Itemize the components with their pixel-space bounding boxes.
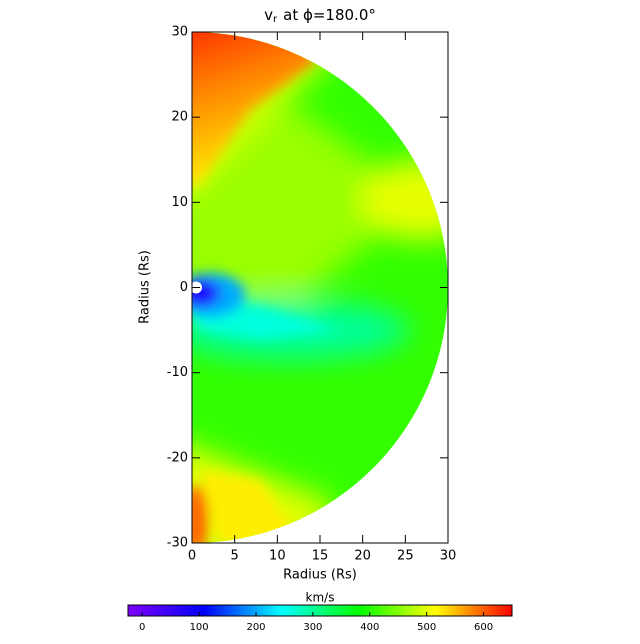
y-tick-label: 0 bbox=[180, 280, 188, 295]
field bbox=[192, 32, 448, 543]
x-tick-label: 5 bbox=[231, 549, 239, 564]
y-tick-label: -30 bbox=[167, 536, 188, 551]
colorbar-tick-label: 100 bbox=[190, 622, 209, 633]
x-tick-label: 20 bbox=[354, 549, 371, 564]
colorbar-tick-label: 400 bbox=[360, 622, 379, 633]
colorbar-tick-label: 300 bbox=[303, 622, 322, 633]
y-tick-label: 20 bbox=[171, 110, 188, 125]
chart-title: vr at ϕ=180.0° bbox=[264, 6, 376, 26]
colorbar-tick-label: 600 bbox=[474, 622, 493, 633]
x-tick-label: 10 bbox=[269, 549, 286, 564]
x-tick-label: 25 bbox=[397, 549, 414, 564]
y-tick-label: 30 bbox=[171, 25, 188, 40]
x-axis-label: Radius (Rs) bbox=[283, 568, 357, 583]
x-tick-label: 0 bbox=[188, 549, 196, 564]
x-tick-label: 15 bbox=[312, 549, 329, 564]
y-tick-label: 10 bbox=[171, 195, 188, 210]
colorbar-tick-label: 500 bbox=[417, 622, 436, 633]
colorbar-tick-label: 200 bbox=[246, 622, 265, 633]
y-tick-label: -20 bbox=[167, 450, 188, 465]
colorbar bbox=[127, 604, 513, 617]
y-axis-label: Radius (Rs) bbox=[138, 250, 153, 324]
y-tick-label: -10 bbox=[167, 365, 188, 380]
colorbar-tick-label: 0 bbox=[139, 622, 145, 633]
colorbar-label: km/s bbox=[306, 591, 335, 605]
x-tick-label: 30 bbox=[440, 549, 457, 564]
